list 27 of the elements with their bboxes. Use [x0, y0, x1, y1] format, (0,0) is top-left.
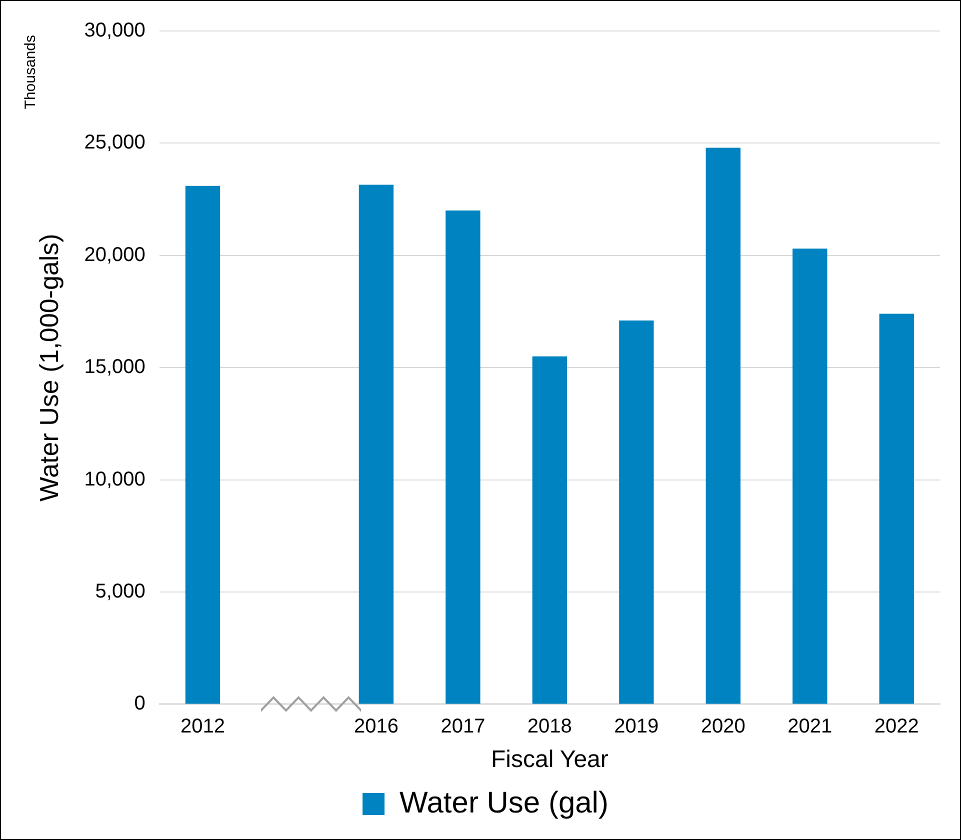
x-tick-label: 2020 — [700, 716, 746, 738]
x-tick-label: 2018 — [527, 716, 572, 738]
y-tick-label: 15,000 — [84, 356, 146, 378]
bar — [358, 184, 394, 704]
y-axis-title: Water Use (1,000-gals) — [34, 234, 64, 502]
y-tick-label: 30,000 — [84, 20, 146, 42]
legend-label: Water Use (gal) — [400, 786, 608, 820]
bar — [185, 186, 220, 704]
y-tick-label: 20,000 — [84, 244, 146, 266]
x-tick-label: 2019 — [614, 716, 659, 738]
bar — [446, 210, 480, 704]
x-tick-label: 2021 — [788, 716, 832, 738]
x-tick-label: 2017 — [440, 716, 486, 738]
y-tick-label: 5,000 — [95, 580, 146, 603]
x-axis-title: Fiscal Year — [490, 746, 608, 774]
bar — [879, 314, 914, 704]
x-tick-label: 2012 — [180, 716, 225, 738]
y-tick-label: 0 — [134, 692, 146, 715]
bar — [706, 148, 741, 704]
text: Thousands — [22, 35, 40, 110]
x-tick-label: 2016 — [354, 716, 398, 738]
bar — [619, 320, 654, 704]
bar — [532, 356, 568, 704]
x-tick-label: 2022 — [874, 716, 919, 738]
y-tick-label: 10,000 — [84, 468, 146, 490]
y-tick-label: 25,000 — [84, 132, 146, 154]
bar — [792, 248, 828, 704]
